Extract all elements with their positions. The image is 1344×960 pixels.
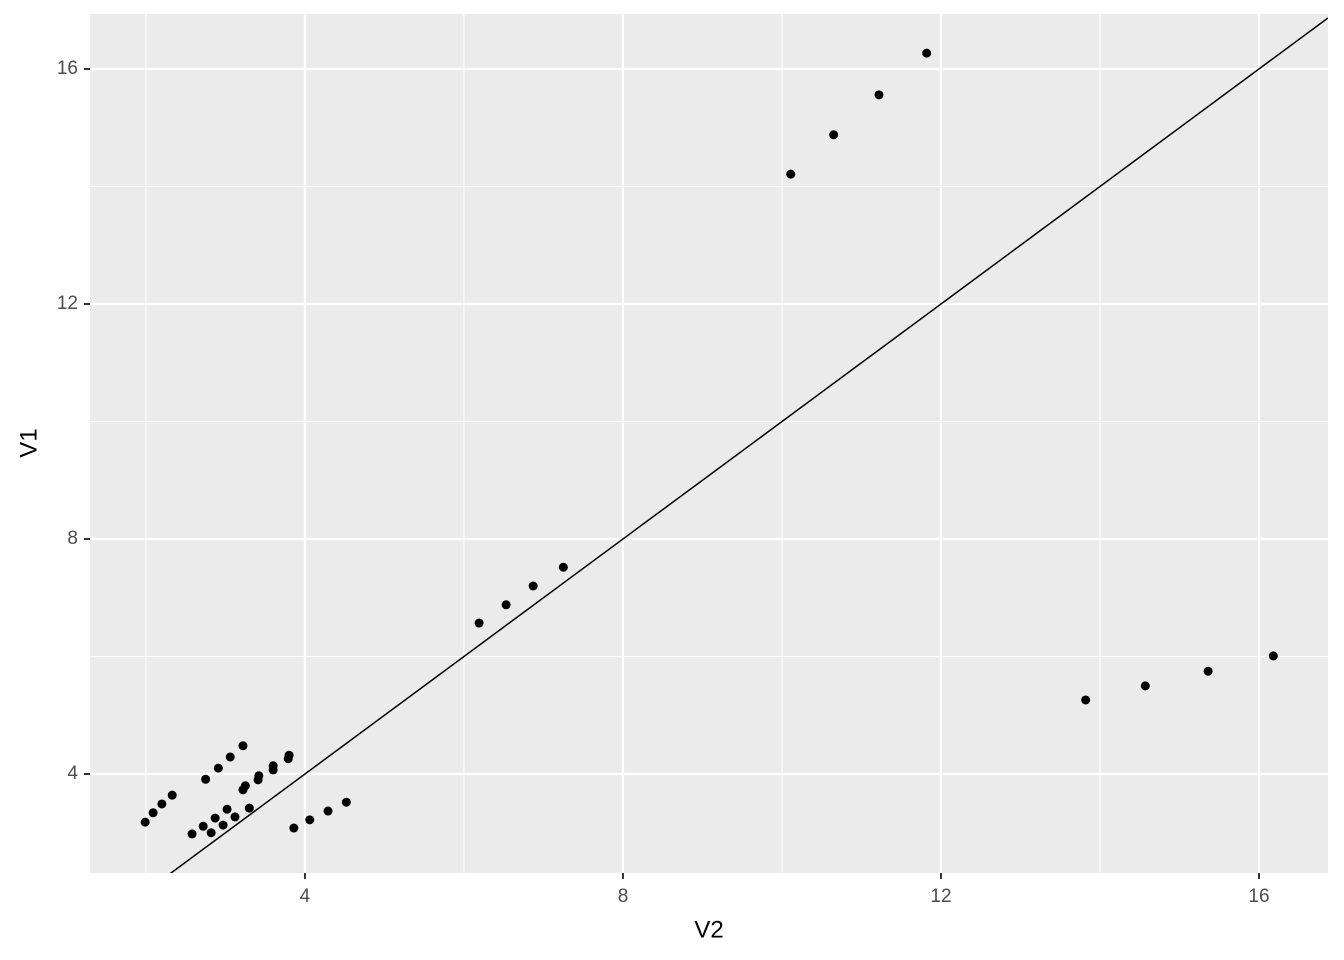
point (244, 803, 254, 813)
point (1140, 681, 1150, 691)
y-axis-title: V1 (15, 428, 42, 457)
point (558, 562, 568, 572)
x-tick-label: 16 (1248, 886, 1269, 907)
point (289, 823, 299, 833)
point (786, 169, 796, 179)
point (187, 829, 197, 839)
point (284, 750, 294, 760)
point (167, 790, 177, 800)
y-tick-label: 4 (67, 763, 78, 784)
point (230, 812, 240, 822)
point (1081, 695, 1091, 705)
point (225, 752, 235, 762)
x-tick-label: 4 (300, 886, 311, 907)
point (213, 763, 223, 773)
point (140, 817, 150, 827)
point (238, 741, 248, 751)
point (148, 808, 158, 818)
plot-background (90, 14, 1328, 873)
point (157, 799, 167, 809)
point (218, 820, 228, 830)
point (240, 781, 250, 791)
point (1268, 651, 1278, 661)
point (528, 581, 538, 591)
point (341, 797, 351, 807)
point (222, 804, 232, 814)
point (323, 806, 333, 816)
point (474, 618, 484, 628)
x-tick-label: 8 (618, 886, 629, 907)
reference-line (169, 17, 1328, 873)
point (501, 600, 511, 610)
y-tick-label: 8 (67, 528, 78, 549)
point (829, 130, 839, 140)
point (922, 48, 932, 58)
x-axis-title: V2 (694, 916, 723, 943)
point (206, 828, 216, 838)
x-tick-label: 12 (930, 886, 951, 907)
point (1203, 666, 1213, 676)
y-tick-label: 12 (57, 293, 78, 314)
y-tick-label: 16 (57, 58, 78, 79)
point (268, 761, 278, 771)
point (874, 90, 884, 100)
point (198, 821, 208, 831)
point (305, 815, 315, 825)
point (210, 813, 220, 823)
point (201, 774, 211, 784)
point (254, 771, 264, 781)
